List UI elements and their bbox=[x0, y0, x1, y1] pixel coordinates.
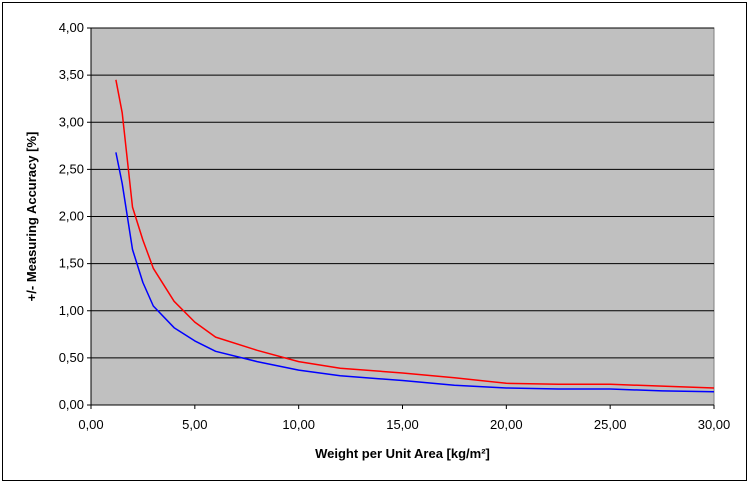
series-group bbox=[115, 79, 715, 393]
y-tick-label: 4,00 bbox=[59, 20, 84, 35]
y-tick-label: 1,50 bbox=[59, 256, 84, 271]
y-tick-label: 1,00 bbox=[59, 303, 84, 318]
x-tick-label: 10,00 bbox=[282, 417, 315, 432]
y-tick-label: 2,50 bbox=[59, 161, 84, 176]
y-axis-title: +/- Measuring Accuracy [%] bbox=[24, 132, 39, 302]
y-tick-label: 0,50 bbox=[59, 350, 84, 365]
series-line-red bbox=[115, 79, 715, 389]
y-tick-label: 3,00 bbox=[59, 114, 84, 129]
x-tick-label: 25,00 bbox=[594, 417, 627, 432]
x-tick-label: 15,00 bbox=[386, 417, 419, 432]
x-axis-ticks: 0,00 5,00 10,00 15,00 20,00 25,00 30,00 bbox=[78, 405, 730, 432]
series-line-blue bbox=[115, 152, 715, 393]
x-tick-label: 5,00 bbox=[182, 417, 207, 432]
x-tick-label: 20,00 bbox=[490, 417, 523, 432]
x-tick-label: 30,00 bbox=[698, 417, 731, 432]
y-tick-label: 3,50 bbox=[59, 67, 84, 82]
y-tick-label: 2,00 bbox=[59, 209, 84, 224]
x-tick-label: 0,00 bbox=[78, 417, 103, 432]
x-axis-title: Weight per Unit Area [kg/m²] bbox=[315, 446, 490, 461]
y-axis-ticks: 0,00 0,50 1,00 1,50 2,00 2,50 3,00 3,50 4,00 bbox=[59, 20, 91, 412]
y-tick-label: 0,00 bbox=[59, 397, 84, 412]
